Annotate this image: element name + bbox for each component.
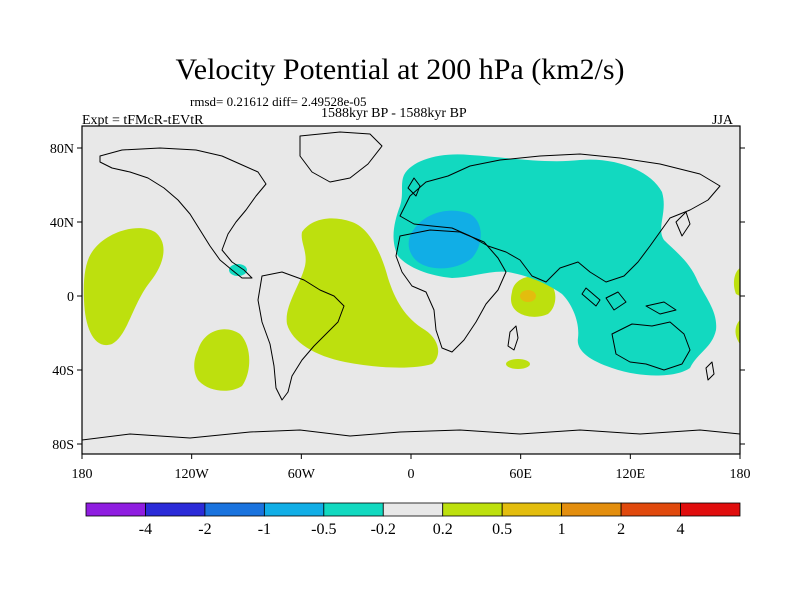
lat-tick-label: 0 [67, 290, 74, 305]
lon-tick-label: 180 [730, 467, 751, 482]
coastline-north-america [99, 147, 267, 279]
positive-region-pacific-north [83, 228, 164, 346]
colorbar-swatch [263, 502, 325, 517]
colorbar-label: -2 [198, 521, 211, 538]
colorbar-swatch [145, 502, 206, 517]
colorbar-swatch [442, 502, 503, 517]
coastline-south-america [257, 271, 345, 401]
colorbar-label: 0.5 [492, 521, 512, 538]
coastline-madagascar [507, 325, 519, 351]
colorbar-swatch [382, 502, 444, 517]
colorbar-swatch [204, 502, 265, 517]
colorbar-label: 4 [677, 521, 685, 538]
coastline-new-zealand [705, 361, 715, 381]
lat-tick-label: 80S [52, 438, 74, 453]
lon-tick-label: 120W [175, 467, 210, 482]
colorbar-label: 0.2 [433, 521, 453, 538]
coastline-eurasia [399, 153, 721, 283]
stats-label: rmsd= 0.21612 diff= 2.49528e-05 [190, 94, 367, 109]
coastline-australia [611, 321, 691, 371]
coastline-antarctica [82, 429, 740, 441]
chart-title: Velocity Potential at 200 hPa (km2/s) [175, 53, 625, 86]
colorbar-swatch [561, 502, 622, 517]
lon-tick-label: 0 [408, 467, 415, 482]
coastline-japan [675, 211, 691, 237]
colorbar-swatch [620, 502, 681, 517]
colorbar-label: -4 [139, 521, 152, 538]
orange-core-indian-ocean [520, 290, 536, 302]
coastline-greenland [299, 131, 383, 183]
colorbar-label: -1 [258, 521, 271, 538]
season-label: JJA [712, 113, 734, 128]
lon-tick-label: 60E [509, 467, 532, 482]
lon-tick-label: 180 [72, 467, 93, 482]
colorbar-swatch [501, 502, 563, 517]
lat-tick-label: 80N [50, 142, 74, 157]
lon-tick-label: 60W [288, 467, 316, 482]
lon-tick-label: 120E [616, 467, 646, 482]
contour-fields [83, 154, 740, 391]
colorbar-label: -0.5 [311, 521, 336, 538]
coastline-africa [395, 229, 507, 353]
coastline-uk [407, 177, 421, 197]
colorbar-label: 2 [617, 521, 625, 538]
colorbar-swatch [85, 502, 146, 517]
positive-region-madagascar [506, 359, 530, 369]
positive-region-southeast-edge [735, 320, 740, 344]
coastlines [82, 131, 740, 441]
negative-region-central-america [229, 264, 247, 276]
coastline-sumatra [581, 287, 601, 307]
positive-region-pacific-south [194, 329, 250, 391]
lat-tick-label: 40N [50, 216, 74, 231]
negative-region-eurasia [393, 154, 717, 376]
experiment-label: Expt = tFMcR-tEVtR [82, 113, 204, 128]
colorbar: -4 -2 -1 -0.5 -0.2 0.2 0.5 1 2 4 [85, 502, 741, 538]
lat-tick-label: 40S [52, 364, 74, 379]
colorbar-label: -0.2 [371, 521, 396, 538]
coastline-new-guinea [645, 301, 677, 315]
coastline-indonesia-borneo [605, 291, 627, 311]
positive-region-east-edge [733, 268, 740, 296]
axis-ticks: 80N 40N 0 40S 80S 180 120W 60W 0 60E 120E 180 [50, 142, 751, 482]
positive-region-atlantic [286, 218, 439, 368]
period-label: 1588kyr BP - 1588kyr BP [321, 106, 467, 121]
colorbar-label: 1 [558, 521, 566, 538]
colorbar-swatch [680, 502, 741, 517]
colorbar-swatch [323, 502, 384, 517]
